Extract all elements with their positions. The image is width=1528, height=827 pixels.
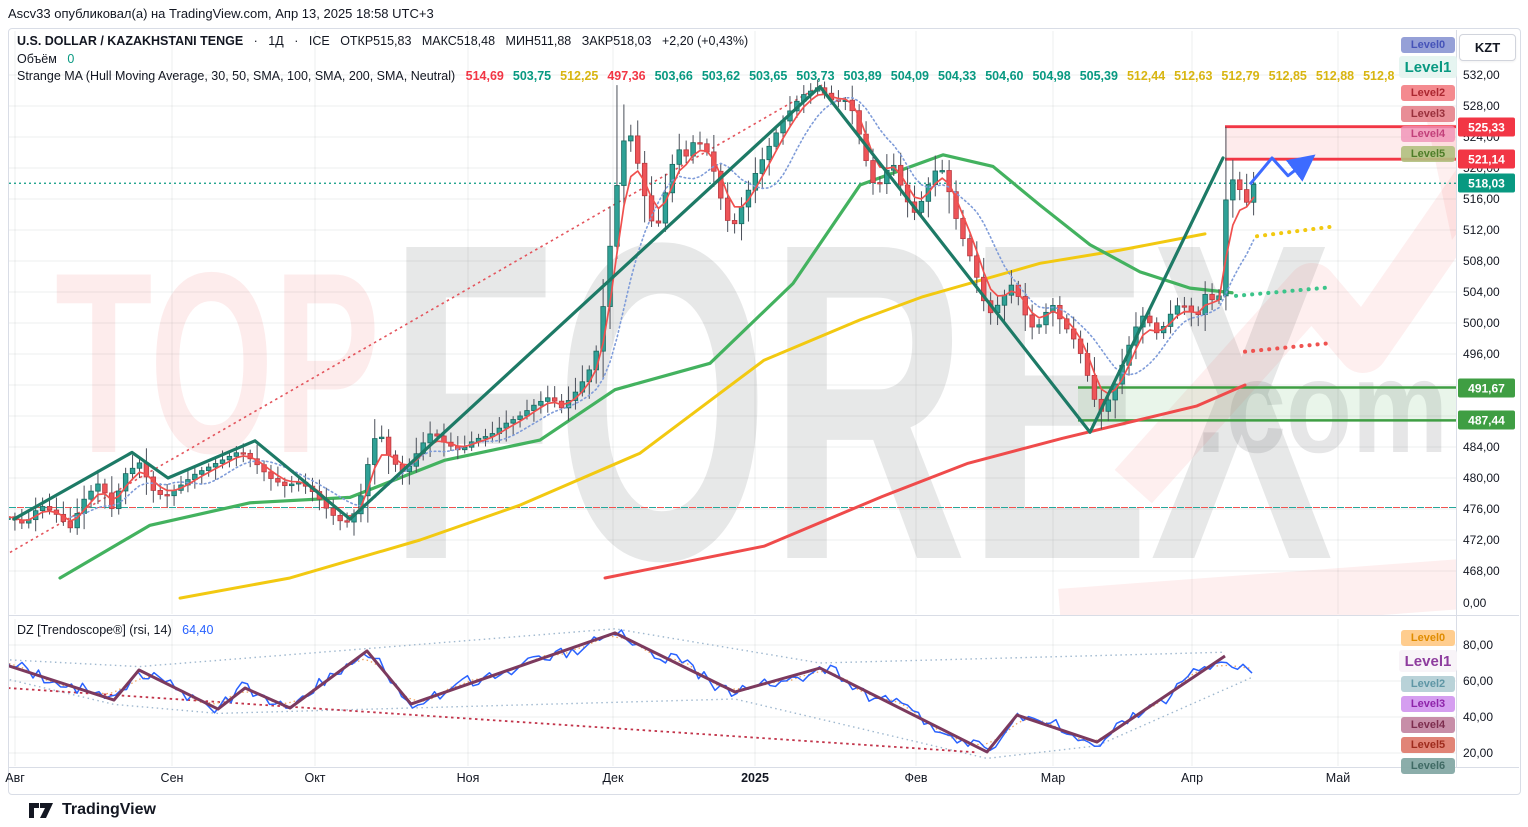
ma-value: 504,09: [890, 69, 929, 83]
ma-values: 514,69 503,75 512,25 497,36 503,66 503,62 503,…: [466, 69, 1395, 83]
ma-value: 504,33: [938, 69, 977, 83]
time-tick-label: Авг: [5, 771, 25, 785]
ohlc-low: МИН511,88: [505, 34, 572, 48]
price-tick-label: 508,00: [1463, 254, 1500, 268]
ma-value: 505,39: [1079, 69, 1118, 83]
time-tick-label: Фев: [904, 771, 928, 785]
ma-value: 503,65: [749, 69, 788, 83]
time-tick-label: Окт: [304, 771, 326, 785]
time-tick-label: Дек: [602, 771, 624, 785]
rsi-tick-label: 40,00: [1463, 710, 1494, 724]
ma-value: 503,73: [796, 69, 835, 83]
rsi-tick-label: 60,00: [1463, 674, 1494, 688]
symbol-legend[interactable]: U.S. DOLLAR / KAZAKHSTANI TENGE · 1Д · I…: [17, 34, 748, 48]
tradingview-logo-icon: [29, 802, 53, 818]
ma-value: 514,69: [465, 69, 504, 83]
price-tick-label: 496,00: [1463, 347, 1500, 361]
volume-value: 0: [67, 52, 75, 66]
ma-value: 503,89: [843, 69, 882, 83]
price-tick-label: 500,00: [1463, 316, 1500, 330]
price-tick-label: 484,00: [1463, 440, 1500, 454]
level-badge: Level0: [1401, 630, 1455, 646]
level-badge: Level4: [1401, 717, 1455, 733]
level-badge: Level3: [1401, 696, 1455, 712]
price-tick-label: 480,00: [1463, 471, 1500, 485]
ma-title: Strange MA (Hull Moving Average, 30, 50,…: [17, 69, 456, 83]
ohlc-open: ОТКР515,83: [340, 34, 412, 48]
price-tick-label: 0,00: [1463, 596, 1487, 610]
time-tick-label: Мар: [1040, 771, 1066, 785]
level-badge: Level3: [1401, 106, 1455, 122]
ma-value: 504,60: [985, 69, 1024, 83]
volume-label: Объём: [17, 52, 57, 66]
ma-value: 497,36: [607, 69, 646, 83]
level-badge: Level4: [1401, 126, 1455, 142]
rsi-tick-label: 20,00: [1463, 746, 1494, 760]
tradingview-footer-link[interactable]: TradingView: [28, 801, 156, 819]
ma-value: 512,79: [1221, 69, 1260, 83]
level-badge: Level6: [1401, 758, 1455, 774]
price-level-badge: 521,14: [1458, 149, 1515, 169]
level-badge: Level1: [1399, 650, 1457, 672]
ma-value: 503,62: [701, 69, 741, 83]
ohlc-high: МАКС518,48: [421, 34, 496, 48]
price-tick-label: 512,00: [1463, 223, 1500, 237]
level-badge: Level5: [1401, 146, 1455, 162]
chart-card: [8, 28, 1521, 795]
separator: ·: [294, 34, 299, 48]
ma-value: 512,44: [1126, 69, 1166, 83]
symbol-title: U.S. DOLLAR / KAZAKHSTANI TENGE: [17, 34, 244, 48]
ma-value: 512,85: [1268, 69, 1307, 83]
price-level-badge: 487,44: [1458, 410, 1515, 430]
rsi-indicator-title: DZ [Trendoscope®] (rsi, 14): [17, 623, 172, 637]
rsi-legend[interactable]: DZ [Trendoscope®] (rsi, 14) 64,40: [17, 623, 213, 637]
price-tick-label: 528,00: [1463, 99, 1500, 113]
publish-note: Ascv33 опубликовал(а) на TradingView.com…: [8, 6, 434, 21]
level-badge: Level2: [1401, 676, 1455, 692]
level-badge: Level0: [1401, 37, 1455, 53]
ma-value: 503,75: [512, 69, 552, 83]
price-level-badge: 518,03: [1458, 173, 1515, 193]
time-tick-label: Апр: [1180, 771, 1204, 785]
level-badge: Level2: [1401, 85, 1455, 101]
ma-value: 512,81: [1363, 69, 1395, 83]
ma-legend[interactable]: Strange MA (Hull Moving Average, 30, 50,…: [17, 69, 1395, 83]
time-tick-label: 2025: [741, 771, 769, 785]
price-tick-label: 476,00: [1463, 502, 1500, 516]
price-tick-label: 468,00: [1463, 564, 1500, 578]
price-tick-label: 472,00: [1463, 533, 1500, 547]
level-badge: Level5: [1401, 737, 1455, 753]
ma-value: 504,98: [1032, 69, 1071, 83]
level-badge: Level1: [1399, 56, 1457, 78]
ma-value: 512,63: [1174, 69, 1213, 83]
ohlc-change: +2,20 (+0,43%): [661, 34, 749, 48]
ma-value: 503,66: [654, 69, 693, 83]
ohlc-close: ЗАКР518,03: [581, 34, 652, 48]
currency-toggle-button[interactable]: KZT: [1459, 34, 1516, 61]
separator: ·: [253, 34, 258, 48]
time-axis[interactable]: [9, 768, 1457, 792]
ma-value: 512,25: [560, 69, 599, 83]
interval-label: 1Д: [268, 34, 284, 48]
ma-value: 512,88: [1315, 69, 1355, 83]
rsi-tick-label: 80,00: [1463, 638, 1494, 652]
exchange-label: ICE: [308, 34, 330, 48]
price-tick-label: 516,00: [1463, 192, 1500, 206]
volume-legend[interactable]: Объём 0: [17, 52, 74, 66]
time-tick-label: Сен: [160, 771, 184, 785]
price-tick-label: 504,00: [1463, 285, 1500, 299]
price-level-badge: 491,67: [1458, 378, 1515, 398]
rsi-value: 64,40: [182, 623, 214, 637]
time-tick-label: Май: [1325, 771, 1351, 785]
price-tick-label: 532,00: [1463, 68, 1500, 82]
tradingview-brand: TradingView: [62, 801, 156, 818]
time-tick-label: Ноя: [456, 771, 480, 785]
price-level-badge: 525,33: [1458, 117, 1515, 137]
